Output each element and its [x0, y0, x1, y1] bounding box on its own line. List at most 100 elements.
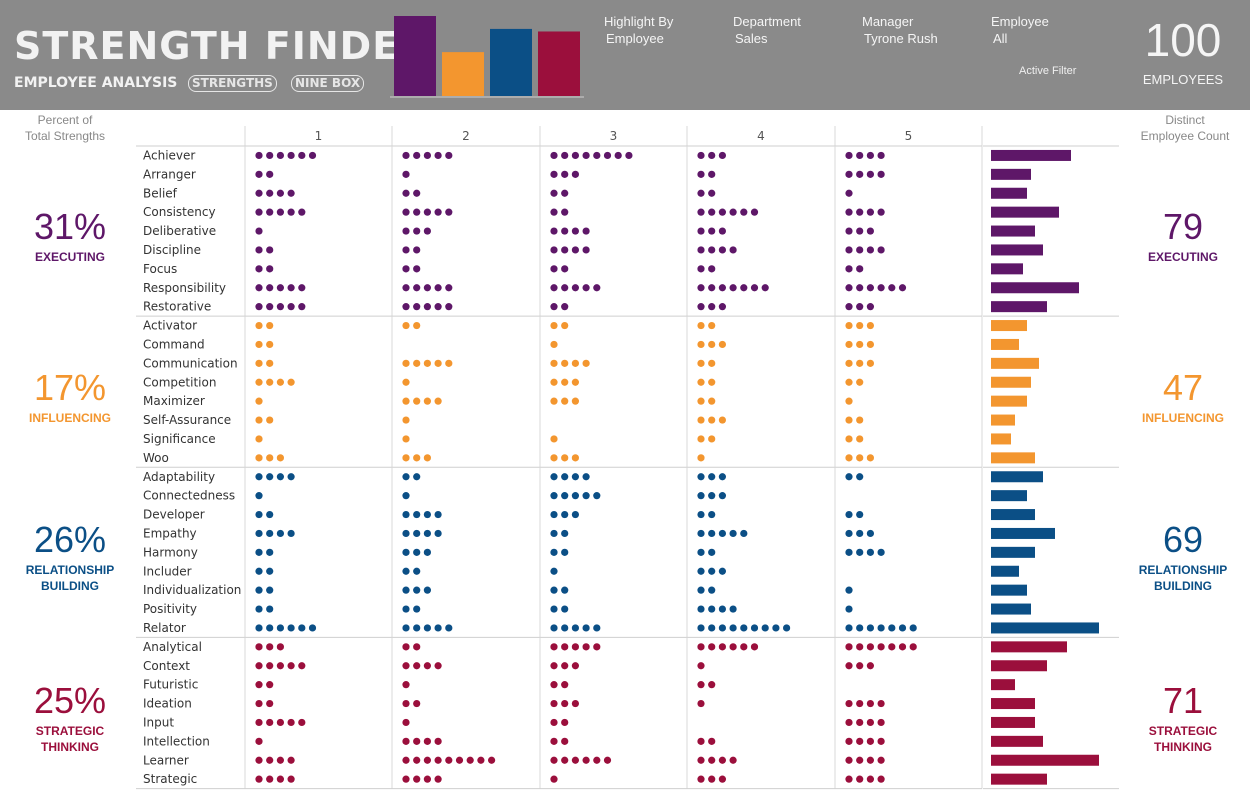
- strength-label: Connectedness: [143, 489, 235, 503]
- strength-dot: [402, 699, 410, 708]
- right-header-text: Distinct Employee Count: [1140, 113, 1230, 143]
- strength-dot: [402, 303, 410, 311]
- strength-dot: [571, 227, 580, 235]
- strength-dot: [561, 378, 569, 386]
- strength-dot: [740, 284, 748, 292]
- strength-dot: [845, 359, 853, 367]
- strength-dot: [423, 227, 431, 235]
- strength-dot: [413, 567, 421, 575]
- strength-dot: [255, 303, 263, 311]
- strength-dot: [708, 737, 716, 745]
- strength-label: Communication: [143, 356, 238, 370]
- strength-dot: [550, 492, 558, 500]
- strength-label: Harmony: [143, 545, 198, 559]
- strength-dot: [718, 284, 727, 292]
- strength-dot: [718, 643, 727, 651]
- strength-dot: [845, 340, 853, 349]
- strength-dot: [287, 378, 295, 386]
- strength-dot: [550, 189, 558, 197]
- strength-dot: [845, 548, 853, 556]
- strength-total-bar: [991, 565, 1019, 577]
- strength-dot: [445, 756, 453, 764]
- strength-dot: [561, 170, 569, 178]
- category-percent-executing: 31%: [33, 206, 107, 248]
- strength-dot: [550, 548, 558, 556]
- strength-total-bar: [991, 168, 1031, 180]
- filter-highlight-value[interactable]: Employee: [606, 31, 664, 46]
- strength-dot: [697, 756, 705, 764]
- strength-dot: [582, 624, 590, 632]
- strength-dot: [845, 378, 853, 386]
- strength-dot: [402, 529, 410, 538]
- strength-dot: [287, 284, 295, 292]
- filter-manager-value[interactable]: Tyrone Rush: [864, 31, 938, 46]
- strength-dot: [266, 775, 274, 783]
- tab-nine-box[interactable]: NINE BOX: [291, 75, 365, 92]
- strength-dot: [298, 303, 306, 311]
- strength-dot: [255, 435, 263, 443]
- strength-dot: [845, 246, 853, 254]
- strength-dot: [287, 624, 295, 632]
- strength-dot: [266, 265, 274, 273]
- strength-dot: [402, 378, 410, 386]
- strength-dot: [708, 170, 716, 178]
- strength-dot: [413, 151, 421, 160]
- filter-department-value[interactable]: Sales: [735, 31, 768, 46]
- strength-dot: [845, 227, 853, 235]
- strength-dot: [898, 284, 907, 292]
- left-header-text: Percent of Total Strengths: [24, 113, 106, 143]
- filter-employee-value[interactable]: All: [993, 31, 1008, 46]
- strength-dot: [856, 548, 864, 556]
- strength-dot: [266, 454, 274, 462]
- strength-dot: [718, 567, 727, 575]
- strength-dot: [718, 756, 727, 764]
- strength-dot: [866, 284, 875, 292]
- tab-strengths[interactable]: STRENGTHS: [188, 75, 277, 92]
- category-percent-strategic: 25%: [33, 680, 107, 721]
- strength-dot: [571, 284, 580, 292]
- header-banner: STRENGTH FINDER EMPLOYEE ANALYSIS STRENG…: [0, 0, 1250, 110]
- strength-dot: [856, 624, 864, 632]
- strength-dot: [488, 756, 496, 764]
- strength-dot: [550, 473, 558, 481]
- strength-dot: [287, 189, 295, 197]
- strength-dot: [266, 662, 274, 670]
- column-header-3: 3: [610, 129, 618, 143]
- strength-label: Developer: [143, 508, 205, 522]
- strength-dot: [434, 529, 442, 538]
- strength-dot: [582, 473, 590, 481]
- strength-dot: [402, 416, 410, 424]
- strength-dot: [845, 284, 853, 292]
- strength-dot: [898, 643, 907, 651]
- strength-dot: [276, 378, 284, 386]
- strength-dot: [697, 529, 705, 538]
- strength-dot: [266, 170, 274, 178]
- strength-dot: [582, 227, 590, 235]
- strength-dot: [550, 718, 558, 727]
- category-name-right-influencing: INFLUENCING: [1142, 410, 1224, 425]
- strength-dot: [434, 775, 442, 783]
- strength-dot: [571, 492, 580, 500]
- strength-dot: [266, 208, 274, 216]
- strength-dot: [276, 473, 284, 481]
- strength-dot: [287, 529, 295, 538]
- strength-total-bar: [991, 338, 1019, 350]
- strength-dot: [582, 246, 590, 254]
- strength-dot: [761, 284, 769, 292]
- strength-dot: [266, 340, 274, 349]
- strength-dot: [697, 397, 705, 405]
- strength-dot: [729, 246, 737, 254]
- strength-dot: [856, 208, 864, 216]
- strength-dot: [423, 624, 431, 632]
- strength-total-bar: [991, 187, 1027, 199]
- strength-dot: [761, 624, 769, 632]
- strength-dot: [255, 246, 263, 254]
- strength-dot: [266, 378, 274, 386]
- category-employees-relationship: 69: [1162, 519, 1204, 561]
- strength-dot: [298, 662, 306, 670]
- strength-dot: [255, 340, 263, 349]
- strength-dot: [571, 151, 580, 160]
- strength-dot: [423, 529, 431, 538]
- strength-dot: [266, 416, 274, 424]
- strength-dot: [866, 208, 875, 216]
